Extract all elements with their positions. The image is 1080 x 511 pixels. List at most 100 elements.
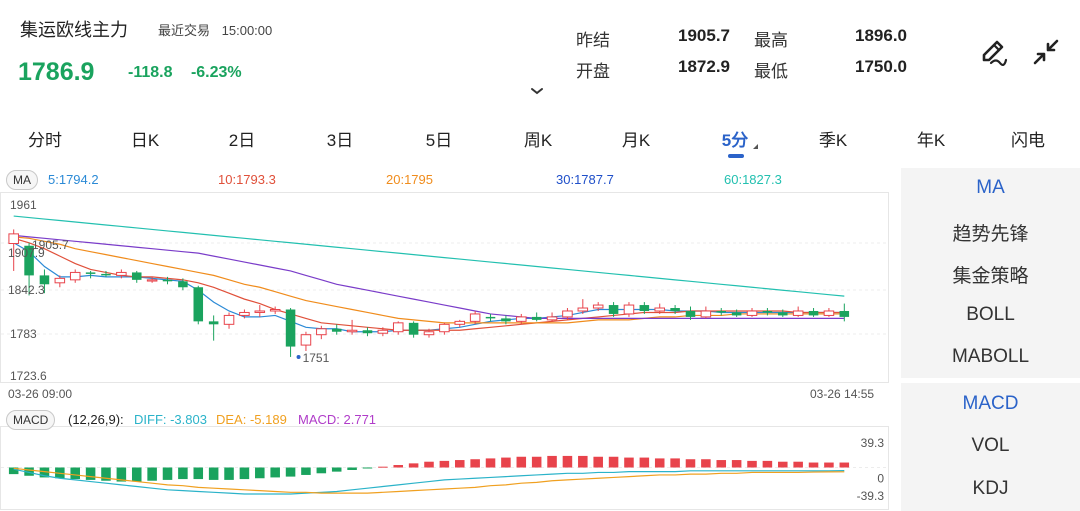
- ma60-line: [13, 215, 845, 297]
- indicator-gold-strategy[interactable]: 集金策略: [952, 266, 1029, 287]
- macd-histogram-bar: [593, 456, 603, 468]
- macd-hist-value: MACD: 2.771: [298, 412, 377, 427]
- indicator-ma[interactable]: MA: [976, 177, 1005, 198]
- macd-histogram-bar: [39, 467, 50, 478]
- main-indicator-panel: MA 趋势先锋 集金策略 BOLL MABOLL: [901, 168, 1080, 378]
- ma-indicator-pill[interactable]: MA: [6, 170, 38, 190]
- tab-week-k[interactable]: 周K: [523, 131, 553, 150]
- price-axis-second: 1907.9: [8, 246, 45, 260]
- period-dropdown-icon[interactable]: [753, 144, 758, 149]
- candle-body: [362, 330, 373, 334]
- macd-histogram-bar: [747, 460, 757, 468]
- tab-flash[interactable]: 闪电: [1011, 131, 1045, 150]
- stat-label: 开盘: [576, 62, 610, 81]
- period-tabs: 分时 日K 2日 3日 5日 周K 月K 5分 季K 年K 闪电: [0, 122, 1080, 158]
- candle-body: [639, 305, 650, 311]
- macd-histogram-bar: [454, 460, 465, 468]
- tab-quarter-k[interactable]: 季K: [818, 131, 848, 150]
- macd-histogram-bar: [562, 455, 573, 468]
- indicator-macd[interactable]: MACD: [962, 393, 1019, 414]
- price-change: -118.8 -6.23%: [128, 64, 242, 82]
- indicator-trend-pioneer[interactable]: 趋势先锋: [952, 224, 1029, 245]
- macd-histogram-bar: [378, 466, 388, 468]
- macd-histogram-bar: [331, 467, 342, 472]
- stat-label: 最高: [754, 31, 788, 50]
- candle-body: [285, 309, 296, 347]
- macd-histogram-bar: [239, 467, 250, 480]
- price-axis-bottom: 1723.6: [10, 369, 47, 383]
- macd-dea-line: [13, 467, 845, 494]
- candle-body: [69, 271, 81, 281]
- candle-body: [439, 323, 450, 333]
- candle-body: [208, 321, 219, 325]
- indicator-kdj[interactable]: KDJ: [972, 478, 1009, 499]
- chevron-down-icon[interactable]: [530, 86, 544, 96]
- macd-histogram-bar: [393, 465, 404, 468]
- tab-month-k[interactable]: 月K: [621, 131, 651, 150]
- candle-body: [223, 314, 235, 325]
- candle-body: [778, 312, 788, 316]
- candle-body: [792, 310, 804, 316]
- macd-histogram-bar: [70, 467, 80, 480]
- macd-histogram-bar: [439, 460, 450, 468]
- ma10-value: 10:1793.3: [218, 172, 276, 187]
- macd-indicator-pill[interactable]: MACD: [6, 410, 56, 430]
- indicator-maboll[interactable]: MABOLL: [951, 346, 1030, 367]
- candle-body: [269, 308, 281, 312]
- tab-intraday[interactable]: 分时: [28, 131, 62, 150]
- candle-body: [346, 329, 358, 333]
- tab-3-day[interactable]: 3日: [326, 131, 354, 150]
- indicator-vol[interactable]: VOL: [971, 435, 1010, 456]
- ma60-value: 60:1827.3: [724, 172, 782, 187]
- ma20-line: [13, 236, 845, 324]
- macd-histogram-bar: [8, 467, 19, 475]
- macd-histogram-bar: [224, 467, 234, 480]
- candle-body: [731, 312, 742, 316]
- tab-day-k[interactable]: 日K: [130, 131, 160, 150]
- candle-body: [685, 310, 696, 317]
- stat-value: 1872.9: [678, 57, 730, 76]
- collapse-arrows-icon[interactable]: [1030, 36, 1062, 68]
- candle-body: [592, 304, 604, 309]
- candle-body: [469, 313, 481, 322]
- candle-body: [823, 310, 835, 316]
- tab-5-min[interactable]: 5分: [721, 131, 749, 150]
- last-price: 1786.9: [18, 58, 95, 86]
- candle-body: [608, 305, 619, 314]
- macd-params: (12,26,9):: [68, 412, 124, 427]
- macd-axis-bottom: -39.3: [857, 489, 885, 503]
- macd-histogram-bar: [101, 467, 111, 481]
- candle-body: [501, 318, 511, 322]
- low-marker-dot: [296, 354, 301, 359]
- macd-dea-value: DEA: -5.189: [216, 412, 287, 427]
- candle-body: [454, 320, 466, 325]
- macd-histogram-bar: [116, 467, 127, 482]
- indicator-boll[interactable]: BOLL: [966, 304, 1015, 325]
- candle-body: [39, 275, 50, 285]
- macd-histogram-bar: [85, 467, 96, 480]
- macd-frame: [0, 426, 889, 510]
- candle-body: [377, 329, 389, 334]
- prev-settle-mark: 1905.7: [32, 238, 69, 252]
- pen-draw-icon[interactable]: [978, 36, 1010, 68]
- candle-body: [178, 281, 188, 288]
- tab-5-day[interactable]: 5日: [425, 131, 453, 150]
- tab-2-day[interactable]: 2日: [228, 131, 256, 150]
- candle-body: [116, 271, 127, 276]
- candle-body: [316, 328, 327, 336]
- macd-axis-zero: 0: [877, 472, 884, 486]
- macd-histogram-bar: [608, 456, 619, 468]
- sub-indicator-panel: MACD VOL KDJ: [901, 383, 1080, 511]
- macd-histogram-bar: [470, 459, 480, 468]
- candle-body: [808, 310, 819, 316]
- tab-year-k[interactable]: 年K: [916, 131, 946, 150]
- stats-row: 昨结 1905.7 最高 1896.0: [576, 26, 916, 57]
- macd-histogram-bar: [839, 462, 850, 468]
- candle-body: [239, 311, 250, 316]
- macd-histogram-bar: [424, 461, 434, 468]
- quote-stats: 昨结 1905.7 最高 1896.0 开盘 1872.9 最低 1750.0: [576, 26, 916, 88]
- candle-body: [654, 307, 665, 312]
- macd-histogram-bar: [270, 467, 280, 478]
- macd-histogram-bar: [255, 467, 265, 479]
